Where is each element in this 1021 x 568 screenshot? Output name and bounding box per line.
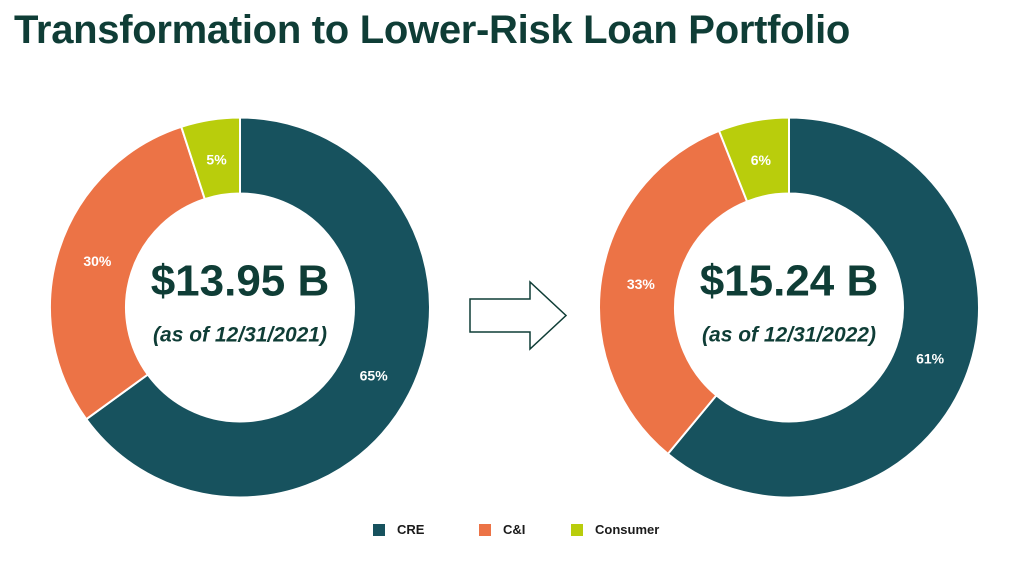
center-date-2021: (as of 12/31/2021) xyxy=(153,324,327,347)
slice-label-cre-2022: 61% xyxy=(916,350,945,366)
donut-chart-2022: 61% 33% 6% $15.24 B (as of 12/31/2022) xyxy=(598,116,980,499)
legend-swatch-ci xyxy=(479,523,491,536)
right-arrow-icon xyxy=(469,280,568,351)
legend-label-ci: C&I xyxy=(503,522,526,537)
legend-label-cre: CRE xyxy=(397,522,425,537)
slice-label-cre-2021: 65% xyxy=(360,368,389,384)
legend-swatch-consumer xyxy=(571,523,583,536)
slice-label-ci-2022: 33% xyxy=(627,276,656,292)
legend-label-consumer: Consumer xyxy=(595,522,660,537)
legend-item-ci: C&I xyxy=(479,522,525,537)
slice-label-consumer-2022: 6% xyxy=(751,152,772,168)
center-total-2021: $13.95 B xyxy=(151,257,330,306)
donut-chart-2021: 65% 30% 5% $13.95 B (as of 12/31/2021) xyxy=(49,116,431,499)
legend: CRE C&I Consumer xyxy=(0,522,1021,542)
slice-cre-2022 xyxy=(666,116,980,499)
slice-label-ci-2021: 30% xyxy=(83,253,112,269)
slice-ci-2021 xyxy=(49,125,207,421)
slice-consumer-2022 xyxy=(717,116,790,203)
slice-ci-2022 xyxy=(598,129,749,456)
center-total-2022: $15.24 B xyxy=(700,257,879,306)
slice-label-consumer-2021: 5% xyxy=(206,151,227,167)
center-date-2022: (as of 12/31/2022) xyxy=(702,324,876,347)
legend-item-cre: CRE xyxy=(373,522,424,537)
legend-swatch-cre xyxy=(373,523,385,536)
legend-item-consumer: Consumer xyxy=(571,522,659,537)
slice-cre-2021 xyxy=(84,116,431,499)
slice-consumer-2021 xyxy=(180,116,241,201)
page-title: Transformation to Lower-Risk Loan Portfo… xyxy=(14,8,851,52)
